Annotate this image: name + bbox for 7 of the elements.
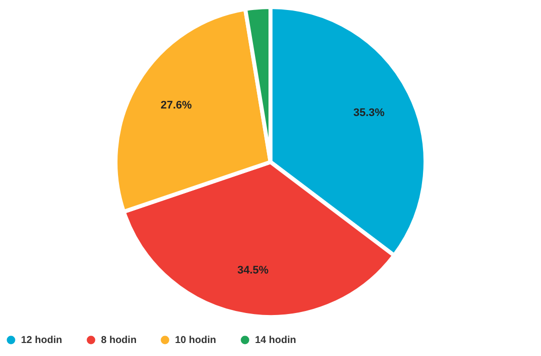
legend-label: 8 hodin [101,335,137,346]
data-label: 27.6% [160,99,192,112]
data-label: 34.5% [237,264,269,277]
legend-label: 12 hodin [21,335,62,346]
legend-label: 14 hodin [255,335,296,346]
legend-label: 10 hodin [175,335,216,346]
data-label: 35.3% [353,106,385,119]
